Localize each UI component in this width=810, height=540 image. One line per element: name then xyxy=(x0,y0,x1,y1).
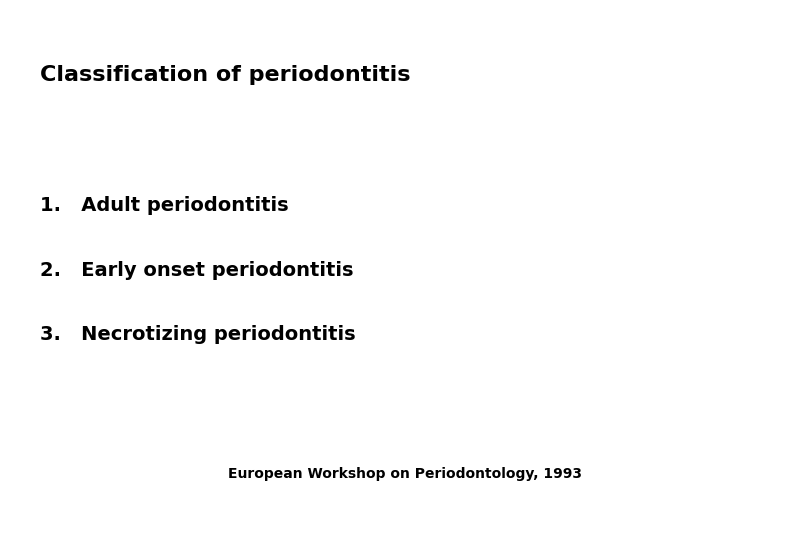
Text: 1.   Adult periodontitis: 1. Adult periodontitis xyxy=(40,195,289,215)
Text: 2.   Early onset periodontitis: 2. Early onset periodontitis xyxy=(40,260,354,280)
Text: 3.   Necrotizing periodontitis: 3. Necrotizing periodontitis xyxy=(40,325,356,345)
Text: European Workshop on Periodontology, 1993: European Workshop on Periodontology, 199… xyxy=(228,467,582,481)
Text: Classification of periodontitis: Classification of periodontitis xyxy=(40,65,411,85)
